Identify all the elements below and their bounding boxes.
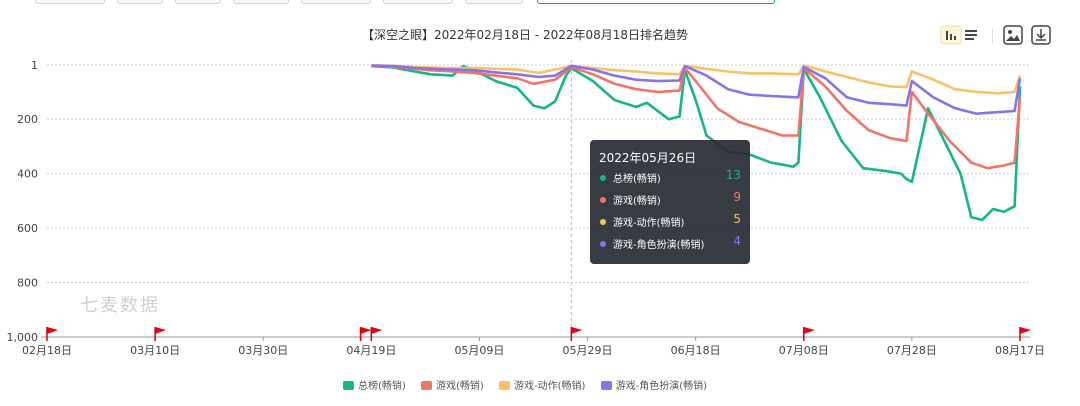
x-tick-label: 08月17日 [995,344,1045,357]
tooltip-value: 4 [733,234,741,248]
legend-label: 游戏-动作(畅销) [514,381,585,392]
tooltip-row: 游戏-动作(畅销) 5 [599,214,741,230]
x-tick-label: 05月29日 [563,344,613,357]
event-flag-icon [155,327,166,334]
legend-item[interactable]: 游戏(畅销) [421,377,484,392]
tooltip-row: 游戏(畅销) 9 [599,192,741,208]
legend-label: 游戏-角色扮演(畅销) [616,381,707,392]
x-tick-label: 07月28日 [887,344,937,357]
legend-item[interactable]: 总榜(畅销) [343,377,406,392]
x-tick-label: 03月30日 [238,344,288,357]
x-tick-label: 07月08日 [779,344,829,357]
tooltip-value: 13 [726,168,741,182]
tooltip-series-name: 游戏-动作(畅销) [613,214,684,229]
tooltip-series-name: 总榜(畅销) [613,170,661,185]
chart-legend: 总榜(畅销) 游戏(畅销) 游戏-动作(畅销) 游戏-角色扮演(畅销) [0,377,1050,392]
watermark: 七麦数据 [80,291,160,317]
y-tick-label: 1,000 [7,331,39,344]
y-tick-label: 600 [17,222,38,235]
legend-item[interactable]: 游戏-角色扮演(畅销) [601,377,707,392]
tooltip-row: 游戏-角色扮演(畅销) 4 [599,236,741,252]
x-tick-label: 03月10日 [130,344,180,357]
legend-label: 总榜(畅销) [358,381,406,392]
event-flag-icon [47,327,58,334]
tooltip-series-name: 游戏-角色扮演(畅销) [613,236,704,251]
x-tick-label: 02月18日 [22,344,72,357]
x-tick-label: 04月19日 [346,344,396,357]
y-tick-label: 1 [31,59,38,72]
x-tick-label: 05月09日 [454,344,504,357]
legend-item[interactable]: 游戏-动作(畅销) [499,377,585,392]
x-tick-label: 06月18日 [671,344,721,357]
event-flag-icon [361,327,372,334]
y-tick-label: 200 [17,113,38,126]
tooltip-series-name: 游戏(畅销) [613,192,661,207]
tooltip-value: 9 [733,190,741,204]
legend-label: 游戏(畅销) [436,381,484,392]
event-flag-icon [1020,327,1031,334]
event-flag-icon [571,327,582,334]
y-tick-label: 800 [17,277,38,290]
tooltip-value: 5 [733,212,741,226]
event-flag-icon [371,327,382,334]
chart-tooltip: 2022年05月26日 总榜(畅销) 13 游戏(畅销) 9 游戏-动作(畅销) 5 … [590,140,750,264]
y-tick-label: 400 [17,168,38,181]
tooltip-title: 2022年05月26日 [599,149,696,166]
event-flag-icon [804,327,815,334]
tooltip-row: 总榜(畅销) 13 [599,170,741,186]
